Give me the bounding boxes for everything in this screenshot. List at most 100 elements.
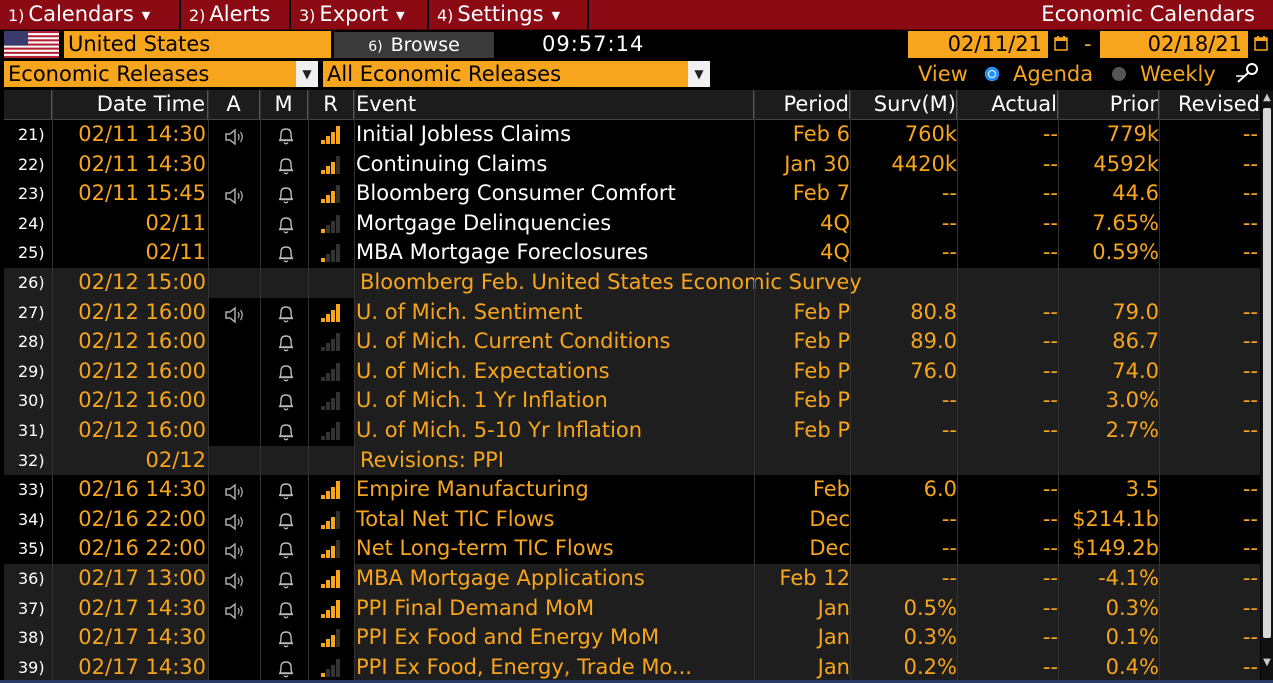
scroll-thumb[interactable] bbox=[1263, 108, 1271, 638]
speaker-icon[interactable] bbox=[224, 510, 246, 535]
date-from-field[interactable]: 02/11/21 bbox=[908, 31, 1048, 58]
browse-button[interactable]: 6) Browse bbox=[334, 32, 494, 58]
table-row[interactable]: 39) 02/17 14:30 PPI Ex Food, Energy, Trade… bbox=[4, 652, 1260, 683]
row-event[interactable]: MBA Mortgage Applications bbox=[356, 566, 645, 590]
bell-icon[interactable] bbox=[276, 155, 296, 180]
menu-alerts[interactable]: 2) Alerts bbox=[181, 0, 291, 29]
bell-icon[interactable] bbox=[276, 480, 296, 505]
row-audio[interactable] bbox=[208, 504, 260, 535]
row-event[interactable]: PPI Ex Food and Energy MoM bbox=[356, 625, 660, 650]
table-row[interactable]: 25) 02/11 MBA Mortgage Foreclosures 4Q -- -- 0… bbox=[4, 238, 1260, 268]
col-revised[interactable]: Revised bbox=[1177, 92, 1260, 116]
bell-icon[interactable] bbox=[276, 628, 296, 653]
row-event[interactable]: MBA Mortgage Foreclosures bbox=[356, 240, 649, 265]
chevron-down-icon[interactable]: ▼ bbox=[296, 61, 318, 87]
row-alert[interactable] bbox=[260, 120, 308, 150]
bell-icon[interactable] bbox=[276, 391, 296, 416]
row-event[interactable]: Total Net TIC Flows bbox=[356, 506, 555, 531]
row-event[interactable]: Net Long-term TIC Flows bbox=[356, 536, 614, 561]
bell-icon[interactable] bbox=[276, 569, 296, 594]
row-alert[interactable] bbox=[260, 504, 308, 535]
speaker-icon[interactable] bbox=[224, 480, 246, 505]
speaker-icon[interactable] bbox=[224, 599, 246, 624]
row-event[interactable]: U. of Mich. 5-10 Yr Inflation bbox=[356, 418, 643, 442]
col-r[interactable]: R bbox=[308, 90, 354, 119]
table-row[interactable]: 29) 02/12 16:00 U. of Mich. Expectations Fe… bbox=[4, 356, 1260, 387]
row-event[interactable]: Mortgage Delinquencies bbox=[356, 210, 612, 235]
col-event[interactable]: Event bbox=[354, 90, 754, 119]
col-datetime[interactable]: Date Time bbox=[52, 90, 208, 119]
row-alert[interactable] bbox=[260, 623, 308, 653]
date-to-field[interactable]: 02/18/21 bbox=[1100, 31, 1248, 58]
bell-icon[interactable] bbox=[276, 658, 296, 683]
row-audio[interactable] bbox=[208, 179, 260, 209]
row-alert[interactable] bbox=[260, 534, 308, 564]
scroll-down-icon[interactable]: ▼ bbox=[1263, 657, 1271, 668]
bell-icon[interactable] bbox=[276, 303, 296, 328]
speaker-icon[interactable] bbox=[224, 539, 246, 564]
table-row[interactable]: 26) 02/12 15:00 Bloomberg Feb. United Stat… bbox=[4, 268, 1260, 298]
row-alert[interactable] bbox=[260, 208, 308, 239]
row-survey-event[interactable]: Revisions: PPI bbox=[360, 447, 504, 472]
col-surv[interactable]: Surv(M) bbox=[850, 90, 957, 119]
row-survey-event[interactable]: Bloomberg Feb. United States Economic Su… bbox=[360, 270, 862, 294]
row-event[interactable]: Bloomberg Consumer Comfort bbox=[356, 181, 676, 206]
row-event[interactable]: U. of Mich. 1 Yr Inflation bbox=[356, 388, 608, 413]
row-audio[interactable] bbox=[208, 120, 260, 150]
scroll-up-icon[interactable]: ▲ bbox=[1263, 92, 1271, 103]
bell-icon[interactable] bbox=[276, 332, 296, 357]
row-audio[interactable] bbox=[208, 593, 260, 624]
row-alert[interactable] bbox=[260, 386, 308, 416]
subcategory-select[interactable]: All Economic Releases ▼ bbox=[323, 61, 710, 87]
speaker-icon[interactable] bbox=[224, 184, 246, 209]
bell-icon[interactable] bbox=[276, 539, 296, 564]
row-event[interactable]: U. of Mich. Current Conditions bbox=[356, 329, 671, 354]
bell-icon[interactable] bbox=[276, 184, 296, 209]
view-agenda-label[interactable]: Agenda bbox=[1013, 62, 1094, 86]
calendar-icon[interactable] bbox=[1254, 36, 1268, 51]
country-field[interactable]: United States bbox=[64, 31, 331, 58]
row-event[interactable]: U. of Mich. Expectations bbox=[356, 358, 610, 383]
table-row[interactable]: 38) 02/17 14:30 PPI Ex Food and Energy MoM… bbox=[4, 623, 1260, 653]
row-alert[interactable] bbox=[260, 593, 308, 624]
row-alert[interactable] bbox=[260, 564, 308, 594]
table-row[interactable]: 30) 02/12 16:00 U. of Mich. 1 Yr Inflation… bbox=[4, 386, 1260, 416]
chevron-down-icon[interactable]: ▼ bbox=[688, 61, 710, 87]
table-row[interactable]: 36) 02/17 13:00 MBA Mortgage Applications F… bbox=[4, 564, 1260, 594]
row-event[interactable]: PPI Ex Food, Energy, Trade Mo... bbox=[356, 654, 692, 679]
row-event[interactable]: U. of Mich. Sentiment bbox=[356, 299, 583, 324]
speaker-icon[interactable] bbox=[224, 125, 246, 150]
bell-icon[interactable] bbox=[276, 243, 296, 268]
category-select[interactable]: Economic Releases ▼ bbox=[4, 61, 318, 87]
table-row[interactable]: 22) 02/11 14:30 Continuing Claims Jan 30 442… bbox=[4, 149, 1260, 180]
row-alert[interactable] bbox=[260, 297, 308, 328]
view-weekly-label[interactable]: Weekly bbox=[1140, 62, 1216, 86]
table-row[interactable]: 21) 02/11 14:30 Initial Jobless Claims Feb … bbox=[4, 120, 1260, 150]
row-alert[interactable] bbox=[260, 327, 308, 357]
col-prior[interactable]: Prior bbox=[1058, 90, 1159, 119]
bell-icon[interactable] bbox=[276, 599, 296, 624]
speaker-icon[interactable] bbox=[224, 569, 246, 594]
table-row[interactable]: 34) 02/16 22:00 Total Net TIC Flows Dec -- --… bbox=[4, 504, 1260, 535]
row-audio[interactable] bbox=[208, 475, 260, 505]
row-alert[interactable] bbox=[260, 238, 308, 268]
table-row[interactable]: 27) 02/12 16:00 U. of Mich. Sentiment Feb P… bbox=[4, 297, 1260, 328]
bell-icon[interactable] bbox=[276, 125, 296, 150]
row-event[interactable]: Continuing Claims bbox=[356, 151, 548, 176]
radio-agenda[interactable] bbox=[985, 67, 999, 81]
table-row[interactable]: 23) 02/11 15:45 Bloomberg Consumer Comfort… bbox=[4, 179, 1260, 209]
bell-icon[interactable] bbox=[276, 421, 296, 446]
scrollbar[interactable]: ▲ ▼ bbox=[1261, 90, 1273, 683]
speaker-icon[interactable] bbox=[224, 303, 246, 328]
row-event[interactable]: Empire Manufacturing bbox=[356, 477, 589, 502]
row-event[interactable]: Initial Jobless Claims bbox=[356, 122, 572, 146]
table-row[interactable]: 28) 02/12 16:00 U. of Mich. Current Condit… bbox=[4, 327, 1260, 357]
row-audio[interactable] bbox=[208, 297, 260, 328]
row-audio[interactable] bbox=[208, 534, 260, 564]
menu-settings[interactable]: 4) Settings ▼ bbox=[429, 0, 589, 29]
row-audio[interactable] bbox=[208, 564, 260, 594]
row-alert[interactable] bbox=[260, 179, 308, 209]
col-a[interactable]: A bbox=[208, 90, 260, 119]
table-row[interactable]: 33) 02/16 14:30 Empire Manufacturing Feb 6.0… bbox=[4, 475, 1260, 505]
table-row[interactable]: 32) 02/12 Revisions: PPI bbox=[4, 445, 1260, 476]
